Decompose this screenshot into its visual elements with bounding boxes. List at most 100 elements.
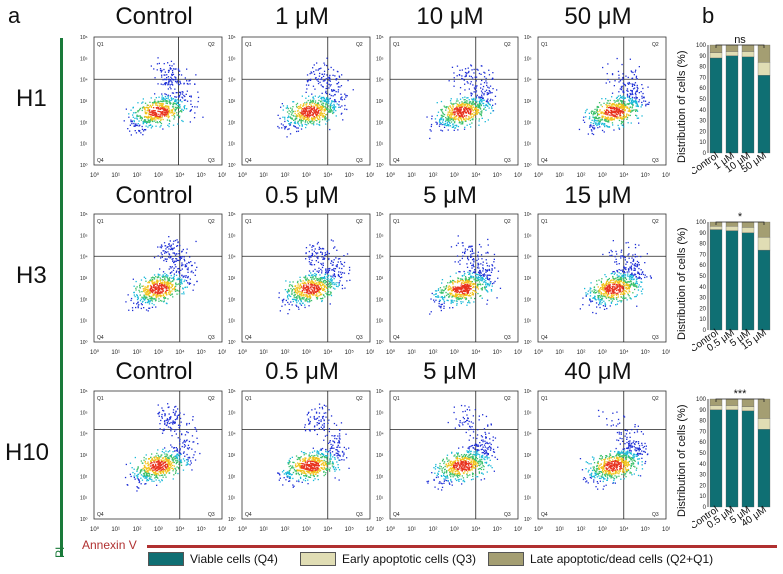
event-dot [151, 111, 153, 113]
y-tick-label: 10² [524, 120, 532, 126]
event-dot [312, 96, 314, 98]
event-dot [452, 307, 454, 309]
event-dot [178, 74, 180, 76]
event-dot [443, 286, 445, 288]
event-dot [328, 110, 330, 112]
event-dot [477, 265, 479, 267]
event-dot [624, 85, 627, 87]
event-dot [455, 281, 457, 283]
plot-frame [537, 213, 667, 343]
event-dot [438, 305, 440, 307]
event-dot [157, 286, 160, 289]
event-dot [305, 110, 307, 113]
event-dot [320, 112, 322, 114]
event-dot [318, 75, 321, 77]
event-dot [324, 108, 326, 110]
event-dot [638, 122, 640, 124]
event-dot [322, 258, 324, 260]
event-dot [172, 71, 174, 74]
event-dot [322, 248, 325, 250]
event-dot [184, 286, 187, 288]
event-dot [185, 276, 187, 278]
event-dot [626, 284, 628, 286]
event-dot [168, 282, 170, 284]
event-dot [455, 291, 457, 293]
event-dot [169, 103, 171, 105]
event-dot [173, 240, 175, 242]
event-dot [472, 101, 474, 103]
event-dot [595, 312, 597, 315]
event-dot [604, 120, 606, 122]
event-dot [482, 85, 485, 88]
event-dot [283, 298, 285, 300]
event-dot [169, 257, 171, 259]
event-dot [467, 256, 469, 258]
event-dot [170, 272, 172, 274]
event-dot [437, 296, 439, 298]
event-dot [144, 293, 146, 295]
event-dot [306, 286, 309, 288]
event-dot [183, 280, 185, 283]
event-dot [316, 105, 319, 107]
event-dot [309, 244, 311, 246]
event-dot [467, 111, 469, 114]
event-dot [476, 112, 478, 114]
event-dot [325, 270, 327, 272]
event-dot [480, 115, 483, 117]
event-dot [174, 106, 177, 108]
quadrant-label: Q2 [356, 219, 363, 225]
event-dot [176, 245, 179, 247]
event-dot [175, 258, 177, 260]
event-dot [435, 293, 437, 295]
event-dot [301, 95, 303, 97]
event-dot [471, 69, 473, 71]
y-tick-label: 10⁴ [80, 255, 88, 261]
event-dot [316, 287, 318, 289]
event-dot [327, 68, 330, 70]
event-dot [189, 110, 191, 112]
event-dot [311, 286, 313, 288]
event-dot [618, 91, 620, 93]
event-dot [311, 99, 314, 102]
event-dot [489, 104, 491, 106]
event-dot [306, 101, 308, 103]
event-dot [287, 116, 289, 119]
event-dot [191, 264, 193, 267]
event-dot [481, 258, 483, 260]
event-dot [458, 280, 461, 283]
event-dot [158, 110, 160, 113]
event-dot [333, 101, 335, 103]
event-dot [153, 256, 156, 259]
event-dot [167, 113, 169, 115]
event-dot [599, 296, 602, 298]
event-dot [320, 103, 323, 105]
event-dot [338, 275, 340, 277]
event-dot [340, 263, 342, 265]
event-dot [184, 260, 186, 262]
event-dot [297, 105, 300, 108]
event-dot [310, 262, 312, 264]
event-dot [319, 248, 321, 250]
event-dot [326, 57, 328, 59]
event-dot [184, 77, 186, 79]
event-dot [308, 256, 310, 258]
event-dot [290, 295, 292, 298]
event-dot [466, 266, 469, 268]
event-dot [161, 76, 163, 78]
event-dot [294, 298, 296, 300]
event-dot [152, 298, 154, 300]
event-dot [480, 113, 482, 115]
event-dot [641, 115, 643, 117]
event-dot [183, 94, 185, 97]
event-dot [167, 298, 169, 300]
event-dot [155, 288, 158, 291]
event-dot [308, 258, 311, 260]
event-dot [449, 286, 451, 288]
event-dot [477, 109, 480, 111]
event-dot [168, 248, 170, 250]
event-dot [317, 82, 320, 85]
event-dot [150, 297, 153, 300]
event-dot [172, 296, 174, 298]
event-dot [483, 279, 485, 281]
event-dot [638, 101, 640, 103]
